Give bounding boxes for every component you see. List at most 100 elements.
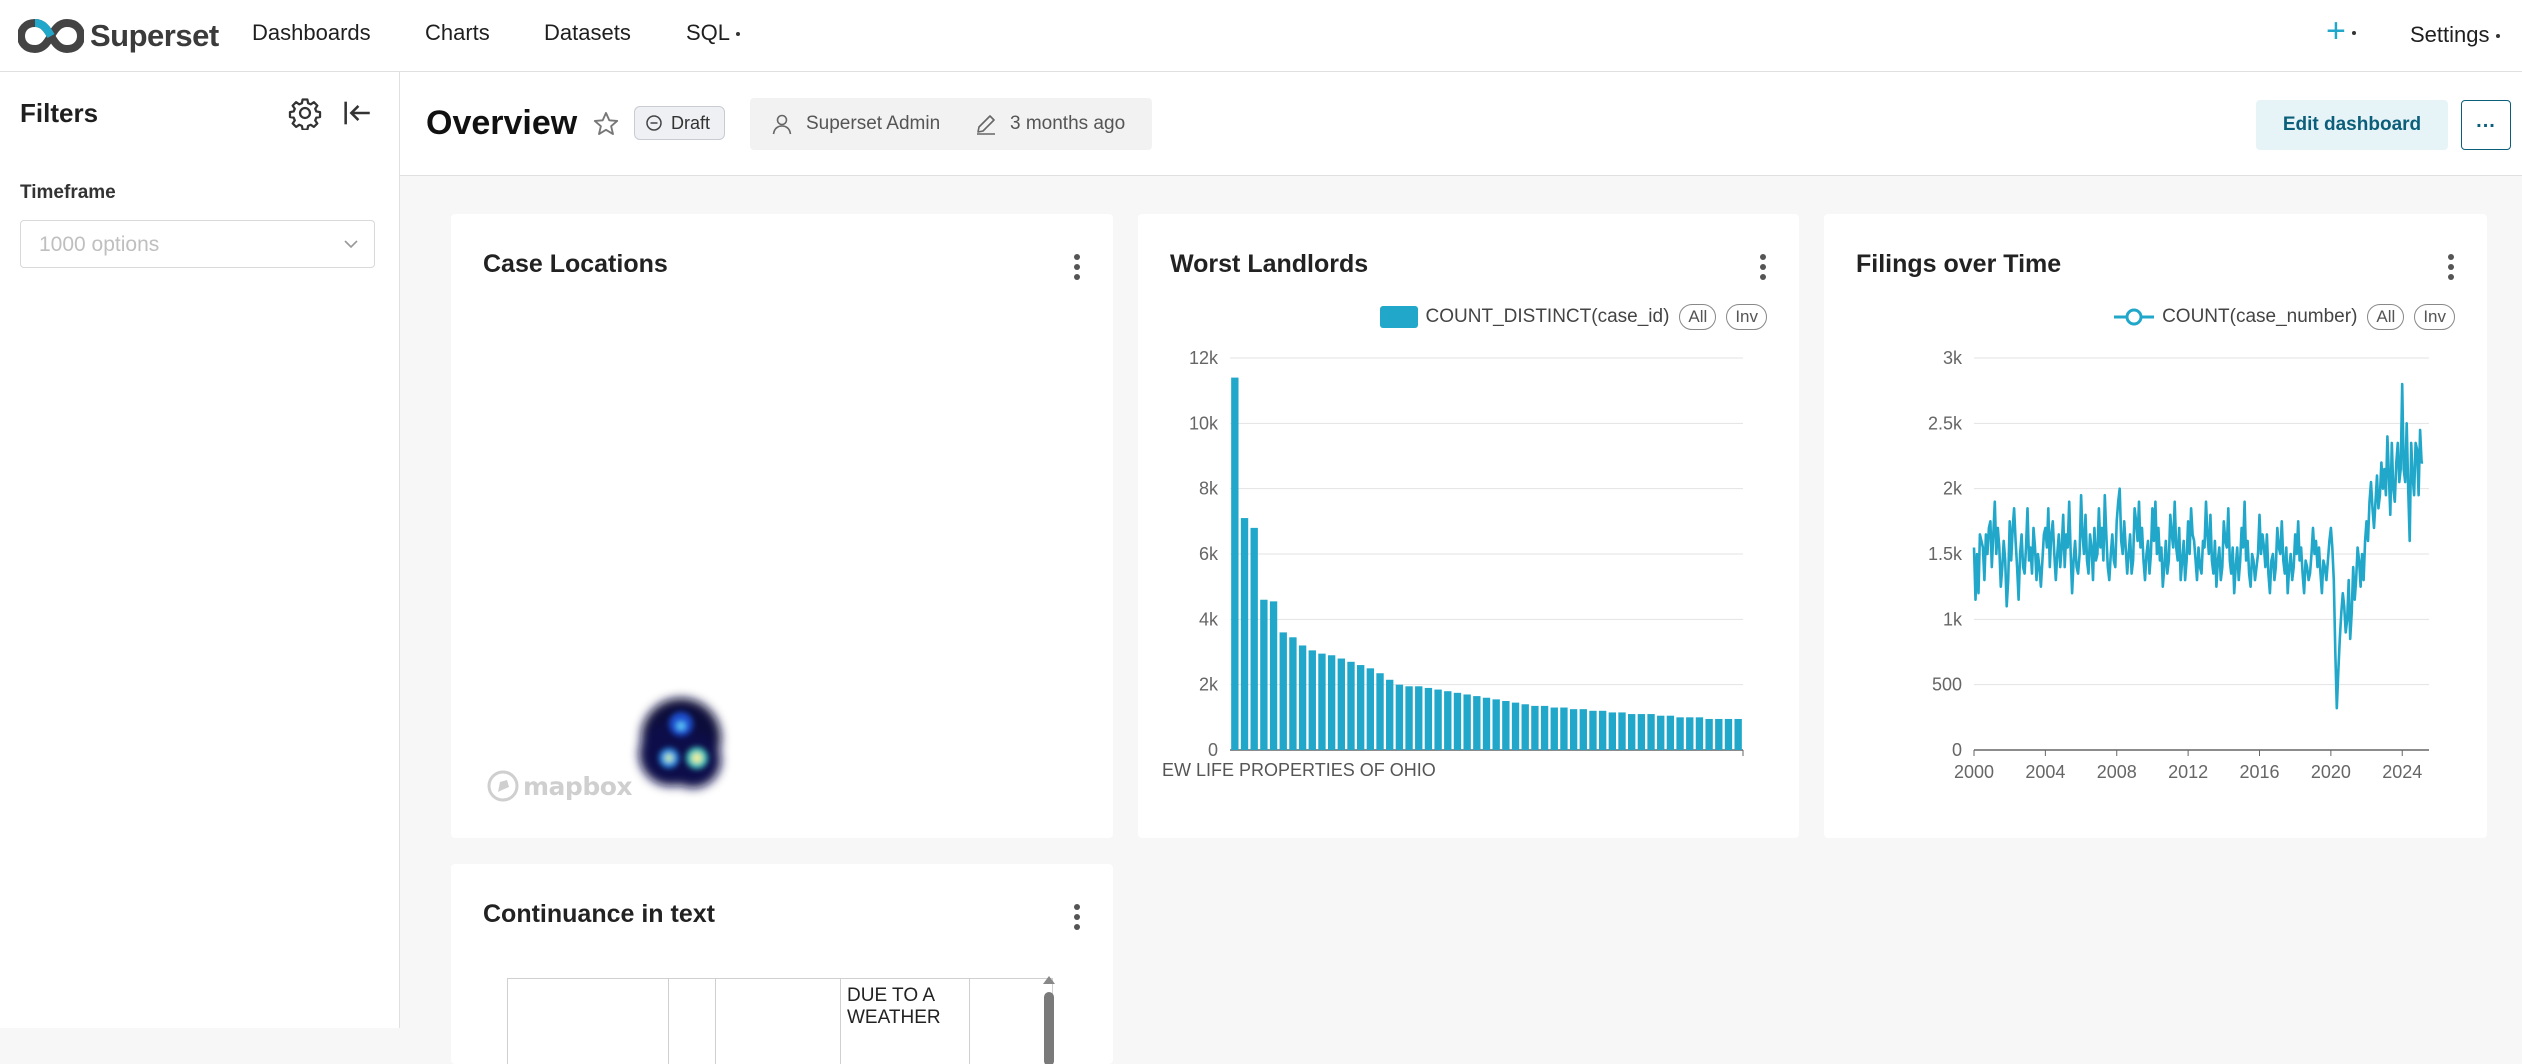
bar[interactable] [1686, 717, 1693, 750]
pencil-icon [974, 112, 998, 136]
bar[interactable] [1338, 659, 1345, 750]
scroll-up-arrow-icon[interactable] [1043, 976, 1055, 984]
y-tick-label: 3k [1943, 348, 1963, 368]
bar[interactable] [1396, 685, 1403, 750]
bar[interactable] [1231, 378, 1238, 750]
bar[interactable] [1734, 719, 1741, 750]
bar[interactable] [1609, 712, 1616, 750]
timeframe-select[interactable]: 1000 options [20, 220, 375, 268]
table-scrollbar[interactable] [1043, 976, 1055, 1064]
bar[interactable] [1676, 717, 1683, 750]
filter-sidebar: Filters Timeframe 1000 options [0, 72, 400, 1028]
edit-dashboard-button[interactable]: Edit dashboard [2256, 100, 2448, 150]
bar[interactable] [1618, 712, 1625, 750]
y-tick-label: 10k [1189, 413, 1219, 433]
table-row: DUE TO A WEATHER [508, 979, 1053, 1064]
bar[interactable] [1560, 708, 1567, 750]
minus-circle-icon [645, 114, 663, 132]
top-navbar: Superset Dashboards Charts Datasets SQL … [0, 0, 2522, 72]
bar[interactable] [1580, 709, 1587, 750]
bar[interactable] [1347, 662, 1354, 750]
bar[interactable] [1444, 691, 1451, 750]
y-tick-label: 2.5k [1928, 413, 1963, 433]
y-tick-label: 1k [1943, 609, 1963, 629]
x-tick-label: 2008 [2097, 762, 2137, 782]
timeframe-placeholder: 1000 options [39, 233, 159, 257]
x-category-label: EW LIFE PROPERTIES OF OHIO [1162, 760, 1436, 780]
owner-name: Superset Admin [806, 113, 940, 135]
star-icon[interactable] [592, 110, 620, 138]
nav-sql[interactable]: SQL [686, 20, 740, 46]
bar[interactable] [1628, 714, 1635, 750]
bar[interactable] [1667, 716, 1674, 750]
bar[interactable] [1715, 719, 1722, 750]
bar[interactable] [1483, 698, 1490, 750]
dashboard-title[interactable]: Overview [426, 104, 577, 143]
bar[interactable] [1512, 703, 1519, 750]
bar[interactable] [1251, 528, 1258, 750]
y-tick-label: 0 [1952, 740, 1962, 760]
mapbox-attribution[interactable]: mapbox [487, 770, 632, 802]
bar[interactable] [1589, 711, 1596, 750]
chevron-down-icon [342, 237, 360, 251]
settings-menu[interactable]: Settings [2410, 22, 2500, 48]
more-options-button[interactable]: ... [2461, 100, 2511, 150]
nav-dashboards[interactable]: Dashboards [252, 20, 371, 46]
bar[interactable] [1657, 716, 1664, 750]
bar[interactable] [1473, 696, 1480, 750]
superset-logo[interactable]: Superset [18, 14, 219, 58]
bar[interactable] [1357, 665, 1364, 750]
bar[interactable] [1705, 719, 1712, 750]
collapse-sidebar-icon[interactable] [340, 96, 374, 130]
bar[interactable] [1415, 686, 1422, 750]
bar[interactable] [1638, 714, 1645, 750]
mapbox-label: mapbox [523, 772, 632, 801]
bar[interactable] [1599, 711, 1606, 750]
status-badge[interactable]: Draft [634, 106, 725, 140]
bar[interactable] [1647, 714, 1654, 750]
bar[interactable] [1289, 637, 1296, 750]
bar[interactable] [1405, 686, 1412, 750]
bar[interactable] [1280, 632, 1287, 750]
vertical-dots-icon[interactable] [1071, 252, 1083, 282]
gear-icon[interactable] [288, 96, 322, 130]
series-line[interactable] [1974, 384, 2423, 708]
more-options-label: ... [2476, 111, 2496, 131]
bar[interactable] [1328, 655, 1335, 750]
bar[interactable] [1270, 601, 1277, 750]
bar[interactable] [1260, 600, 1267, 750]
nav-charts[interactable]: Charts [425, 20, 490, 46]
bar[interactable] [1299, 645, 1306, 750]
scroll-thumb[interactable] [1044, 992, 1054, 1064]
bar[interactable] [1531, 706, 1538, 750]
bar[interactable] [1241, 518, 1248, 750]
new-item-menu[interactable]: + [2326, 12, 2356, 51]
bar[interactable] [1376, 673, 1383, 750]
y-tick-label: 0 [1208, 740, 1218, 760]
bar[interactable] [1696, 717, 1703, 750]
y-tick-label: 2k [1943, 479, 1963, 499]
bar[interactable] [1425, 688, 1432, 750]
chart-card-continuance-in-text: Continuance in text DUE TO A WEATHER [451, 864, 1113, 1064]
status-badge-label: Draft [671, 113, 710, 134]
bar[interactable] [1434, 690, 1441, 750]
bar[interactable] [1725, 719, 1732, 750]
bar[interactable] [1318, 654, 1325, 750]
bar[interactable] [1309, 650, 1316, 750]
y-tick-label: 1.5k [1928, 544, 1963, 564]
nav-datasets[interactable]: Datasets [544, 20, 631, 46]
x-tick-label: 2012 [2168, 762, 2208, 782]
x-tick-label: 2020 [2311, 762, 2351, 782]
bar[interactable] [1502, 701, 1509, 750]
bar[interactable] [1386, 680, 1393, 750]
bar[interactable] [1463, 694, 1470, 750]
bar[interactable] [1551, 708, 1558, 750]
bar[interactable] [1570, 709, 1577, 750]
bar[interactable] [1454, 693, 1461, 750]
vertical-dots-icon[interactable] [1071, 902, 1083, 932]
bar[interactable] [1367, 668, 1374, 750]
bar[interactable] [1541, 706, 1548, 750]
bar[interactable] [1493, 699, 1500, 750]
bar[interactable] [1522, 704, 1529, 750]
